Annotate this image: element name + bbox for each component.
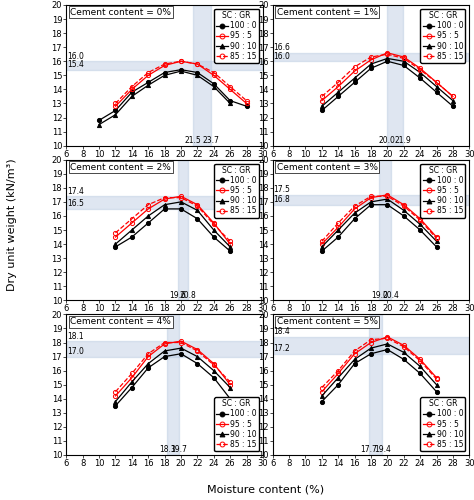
Text: 19.7: 19.7: [170, 446, 187, 454]
Text: 23.7: 23.7: [203, 136, 220, 145]
Text: 19.0: 19.0: [371, 290, 388, 300]
Legend: 100 : 0, 95 : 5, 90 : 10, 85 : 15: 100 : 0, 95 : 5, 90 : 10, 85 : 15: [420, 164, 465, 218]
Bar: [193, 5, 211, 146]
Text: 17.4: 17.4: [67, 187, 84, 196]
Legend: 100 : 0, 95 : 5, 90 : 10, 85 : 15: 100 : 0, 95 : 5, 90 : 10, 85 : 15: [420, 397, 465, 451]
Bar: [167, 314, 179, 455]
Legend: 100 : 0, 95 : 5, 90 : 10, 85 : 15: 100 : 0, 95 : 5, 90 : 10, 85 : 15: [420, 9, 465, 63]
Bar: [178, 160, 188, 300]
Text: 19.6: 19.6: [169, 290, 186, 300]
Bar: [66, 341, 263, 356]
Legend: 100 : 0, 95 : 5, 90 : 10, 85 : 15: 100 : 0, 95 : 5, 90 : 10, 85 : 15: [214, 164, 259, 218]
Bar: [273, 337, 469, 353]
Text: Cement content = 2%: Cement content = 2%: [70, 162, 171, 172]
Text: 16.0: 16.0: [273, 52, 291, 61]
Bar: [66, 61, 263, 70]
Bar: [273, 53, 469, 61]
Text: Cement content = 5%: Cement content = 5%: [277, 317, 378, 326]
Text: 16.0: 16.0: [67, 52, 84, 61]
Text: 21.9: 21.9: [394, 136, 411, 145]
Text: Cement content = 3%: Cement content = 3%: [277, 162, 378, 172]
Text: 18.1: 18.1: [67, 332, 84, 340]
Text: 19.4: 19.4: [374, 446, 391, 454]
Text: 17.5: 17.5: [273, 186, 291, 194]
Text: 16.5: 16.5: [67, 200, 84, 208]
Text: Cement content = 1%: Cement content = 1%: [277, 8, 378, 17]
Text: 18.4: 18.4: [273, 328, 290, 336]
Text: Dry unit weight (kN/m³): Dry unit weight (kN/m³): [7, 158, 17, 292]
Text: 18.3: 18.3: [159, 446, 175, 454]
Bar: [66, 196, 263, 209]
Text: 16.8: 16.8: [273, 196, 290, 204]
Text: 15.4: 15.4: [67, 60, 84, 70]
Text: Moisture content (%): Moisture content (%): [207, 485, 324, 495]
Bar: [273, 195, 469, 204]
Text: 17.0: 17.0: [67, 347, 84, 356]
Text: 17.2: 17.2: [273, 344, 290, 354]
Text: 21.5: 21.5: [185, 136, 201, 145]
Text: 20.0: 20.0: [379, 136, 396, 145]
Text: 20.4: 20.4: [382, 290, 399, 300]
Text: Cement content = 4%: Cement content = 4%: [70, 317, 171, 326]
Legend: 100 : 0, 95 : 5, 90 : 10, 85 : 15: 100 : 0, 95 : 5, 90 : 10, 85 : 15: [214, 397, 259, 451]
Bar: [379, 160, 391, 300]
Text: 20.8: 20.8: [179, 290, 196, 300]
Bar: [387, 5, 403, 146]
Legend: 100 : 0, 95 : 5, 90 : 10, 85 : 15: 100 : 0, 95 : 5, 90 : 10, 85 : 15: [214, 9, 259, 63]
Text: 16.6: 16.6: [273, 44, 291, 52]
Bar: [369, 314, 383, 455]
Text: Cement content = 0%: Cement content = 0%: [70, 8, 171, 17]
Text: 17.7: 17.7: [360, 446, 377, 454]
